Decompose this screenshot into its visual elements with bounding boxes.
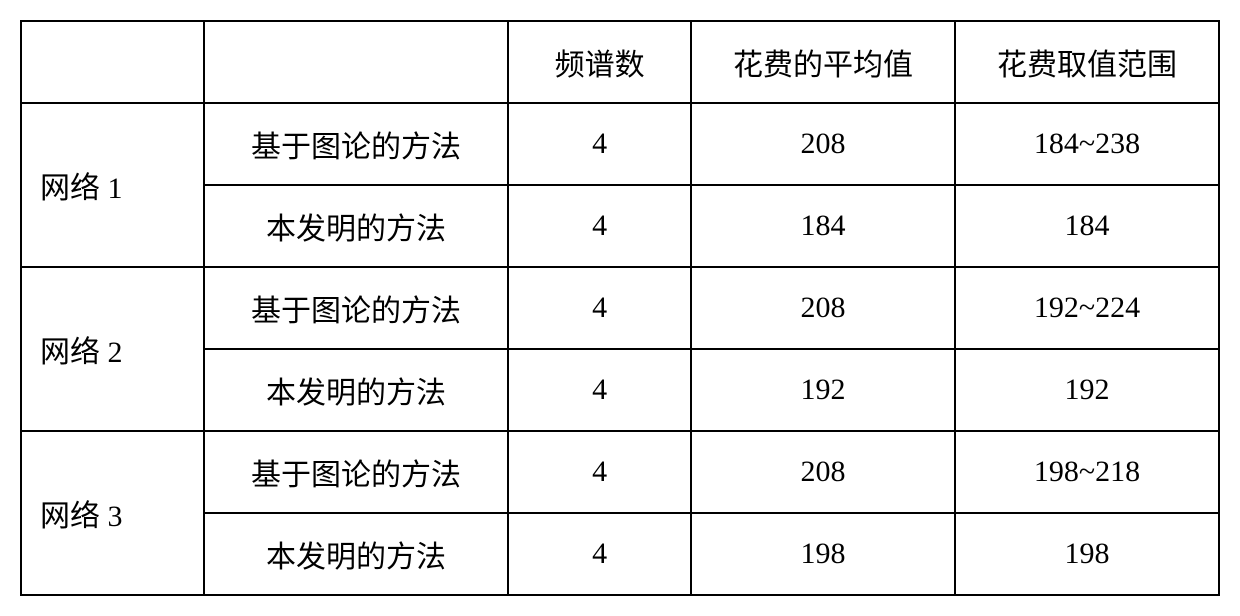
header-cell-spectra: 频谱数 (508, 21, 691, 103)
header-cell-blank-1 (204, 21, 509, 103)
avg-cell: 208 (691, 267, 955, 349)
range-cell: 192 (955, 349, 1219, 431)
range-cell: 184~238 (955, 103, 1219, 185)
comparison-table: 频谱数 花费的平均值 花费取值范围 网络 1 基于图论的方法 4 208 184… (20, 20, 1220, 596)
method-cell: 本发明的方法 (204, 513, 509, 595)
avg-cell: 192 (691, 349, 955, 431)
table-row: 网络 1 基于图论的方法 4 208 184~238 (21, 103, 1219, 185)
group-label-2: 网络 3 (21, 431, 204, 595)
group-label-0: 网络 1 (21, 103, 204, 267)
group-label-1: 网络 2 (21, 267, 204, 431)
header-cell-range: 花费取值范围 (955, 21, 1219, 103)
method-cell: 本发明的方法 (204, 349, 509, 431)
spectra-cell: 4 (508, 267, 691, 349)
avg-cell: 198 (691, 513, 955, 595)
table-row: 网络 2 基于图论的方法 4 208 192~224 (21, 267, 1219, 349)
range-cell: 198 (955, 513, 1219, 595)
spectra-cell: 4 (508, 513, 691, 595)
range-cell: 198~218 (955, 431, 1219, 513)
header-cell-blank-0 (21, 21, 204, 103)
range-cell: 184 (955, 185, 1219, 267)
table-header-row: 频谱数 花费的平均值 花费取值范围 (21, 21, 1219, 103)
method-cell: 基于图论的方法 (204, 431, 509, 513)
spectra-cell: 4 (508, 431, 691, 513)
table-row: 网络 3 基于图论的方法 4 208 198~218 (21, 431, 1219, 513)
method-cell: 基于图论的方法 (204, 103, 509, 185)
spectra-cell: 4 (508, 349, 691, 431)
header-cell-avg: 花费的平均值 (691, 21, 955, 103)
avg-cell: 208 (691, 103, 955, 185)
method-cell: 基于图论的方法 (204, 267, 509, 349)
comparison-table-wrapper: 频谱数 花费的平均值 花费取值范围 网络 1 基于图论的方法 4 208 184… (20, 20, 1220, 596)
method-cell: 本发明的方法 (204, 185, 509, 267)
range-cell: 192~224 (955, 267, 1219, 349)
spectra-cell: 4 (508, 185, 691, 267)
spectra-cell: 4 (508, 103, 691, 185)
avg-cell: 184 (691, 185, 955, 267)
avg-cell: 208 (691, 431, 955, 513)
